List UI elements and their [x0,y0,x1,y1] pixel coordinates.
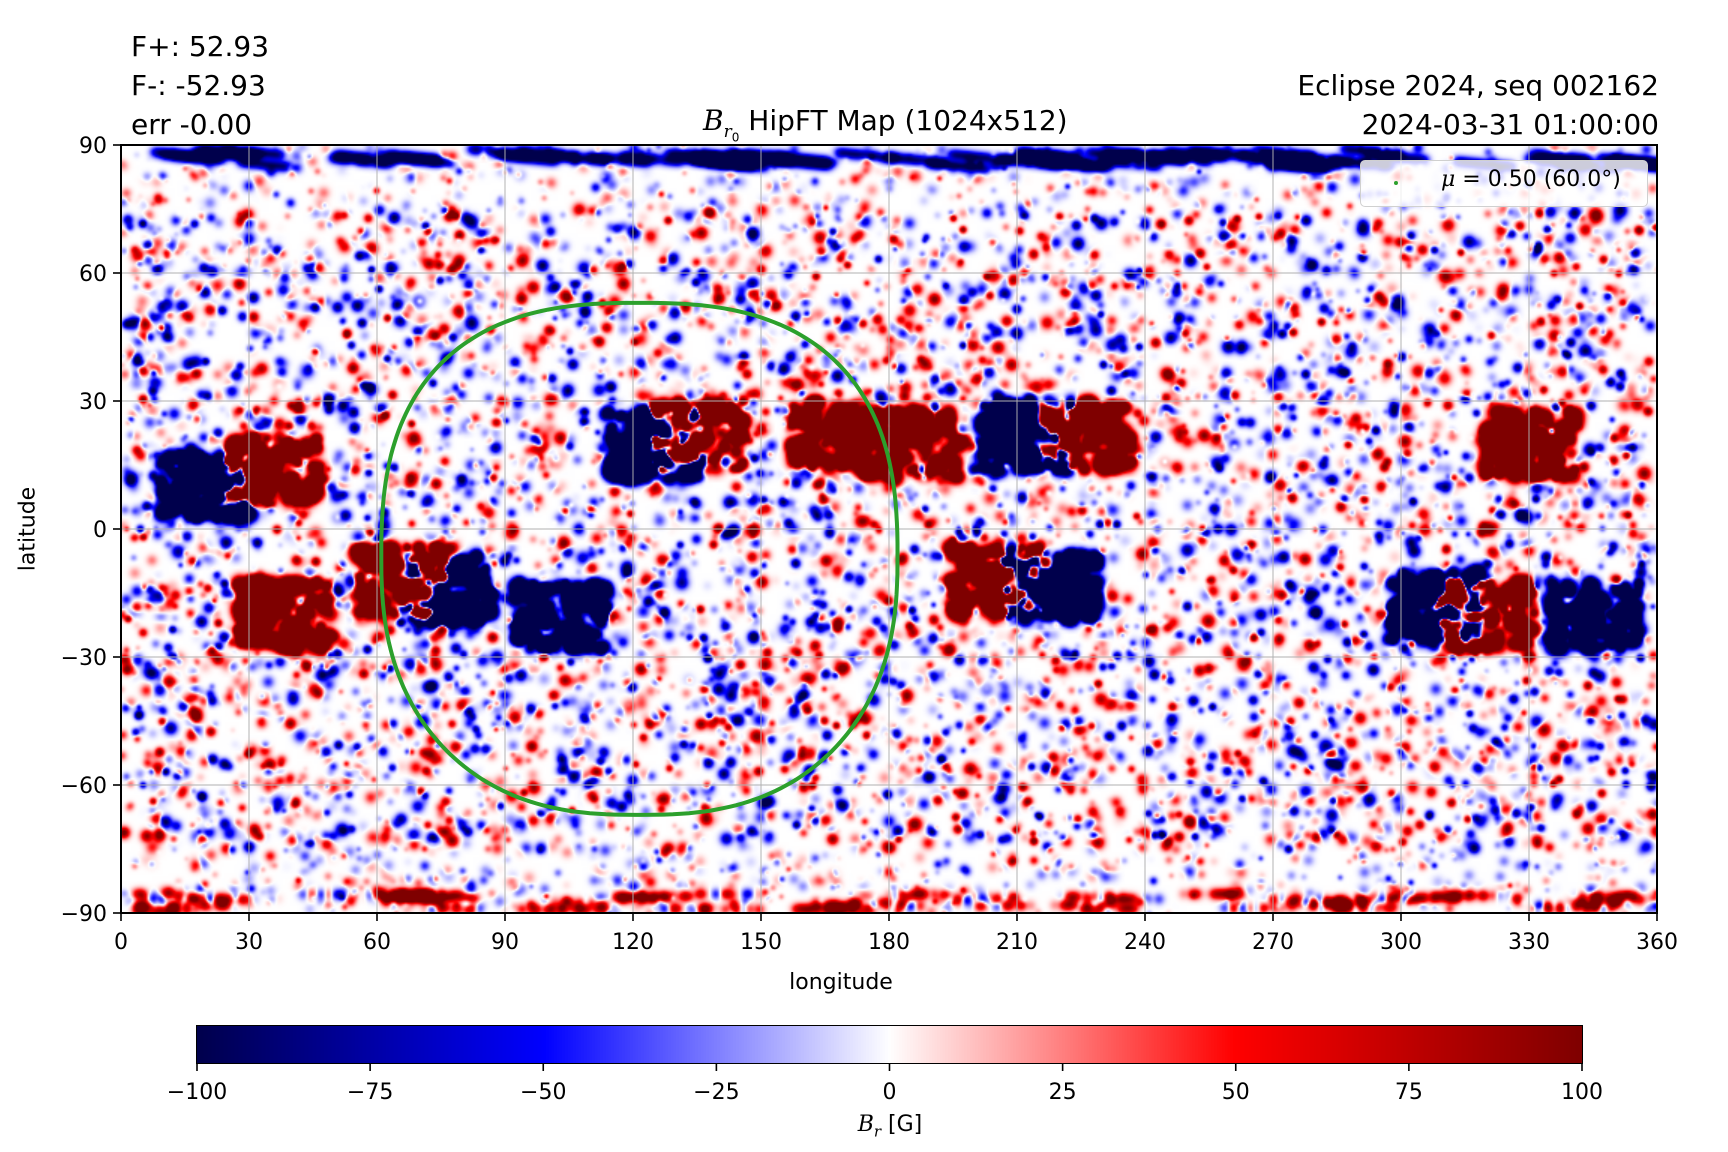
legend-label: μ = 0.50 (60.0°) [1441,167,1621,192]
x-tick-label: 180 [868,930,910,955]
colorbar-tick-label: 75 [1395,1080,1423,1105]
colorbar-label-subscript: r [873,1122,882,1141]
colorbar-tick-label: 50 [1222,1080,1250,1105]
chart-title: Br0 HipFT Map (1024x512) [703,104,1068,154]
x-tick-label: 30 [235,930,263,955]
x-tick-label: 150 [740,930,782,955]
grid-lines [121,145,1657,913]
x-tick-label: 0 [114,930,128,955]
timestamp-label: 2024-03-31 01:00:00 [1361,108,1659,141]
title-text: HipFT Map (1024x512) [739,104,1068,137]
flux-negative-label: F-: -52.93 [131,69,266,102]
x-tick-label: 270 [1252,930,1294,955]
colorbar-label-symbol: B [857,1112,874,1137]
colorbar-tick-label: 0 [883,1080,897,1105]
y-tick-label: 60 [79,262,107,287]
x-tick-label: 300 [1380,930,1422,955]
x-tick-label: 120 [612,930,654,955]
y-tick-label: 90 [79,134,107,159]
x-tick-label: 330 [1508,930,1550,955]
colorbar-label: Br [G] [858,1112,923,1140]
colorbar-tick-label: 100 [1561,1080,1603,1105]
colorbar-tick-label: −100 [167,1080,227,1105]
legend-value: = 0.50 (60.0°) [1455,167,1621,192]
x-tick-label: 60 [363,930,391,955]
x-tick-label: 210 [996,930,1038,955]
y-tick-label: 0 [93,518,107,543]
x-tick-label: 90 [491,930,519,955]
flux-positive-label: F+: 52.93 [131,30,270,63]
title-subscript: r [723,121,732,142]
legend-marker [1394,181,1398,185]
colorbar-ticks: −100 −75 −50 −25 0 25 50 75 100 [167,1063,1603,1105]
y-tick-label: −30 [61,646,107,671]
y-axis-label: latitude [15,486,41,572]
run-label: Eclipse 2024, seq 002162 [1297,69,1659,102]
title-subsubscript: 0 [731,129,740,144]
title-symbol: B [703,104,724,137]
mu-contour-line [379,300,900,817]
legend: μ = 0.50 (60.0°) [1360,160,1648,207]
colorbar-tick-label: −50 [520,1080,566,1105]
x-axis-ticks: 0 30 60 90 120 150 180 210 240 270 300 330 360 [114,913,1678,955]
y-tick-label: −90 [61,902,107,927]
colorbar-tick-label: −25 [693,1080,739,1105]
colorbar [197,1026,1582,1063]
y-tick-label: 30 [79,390,107,415]
colorbar-tick-label: −75 [347,1080,393,1105]
x-tick-label: 360 [1636,930,1678,955]
y-tick-label: −60 [61,774,107,799]
legend-mu-symbol: μ [1441,167,1456,192]
colorbar-tick-label: 25 [1049,1080,1077,1105]
flux-error-label: err -0.00 [131,108,253,141]
y-axis-ticks: −90 −60 −30 0 30 60 90 [61,134,121,927]
x-axis-label: longitude [789,970,893,995]
x-tick-label: 240 [1124,930,1166,955]
colorbar-label-unit: [G] [881,1112,923,1137]
